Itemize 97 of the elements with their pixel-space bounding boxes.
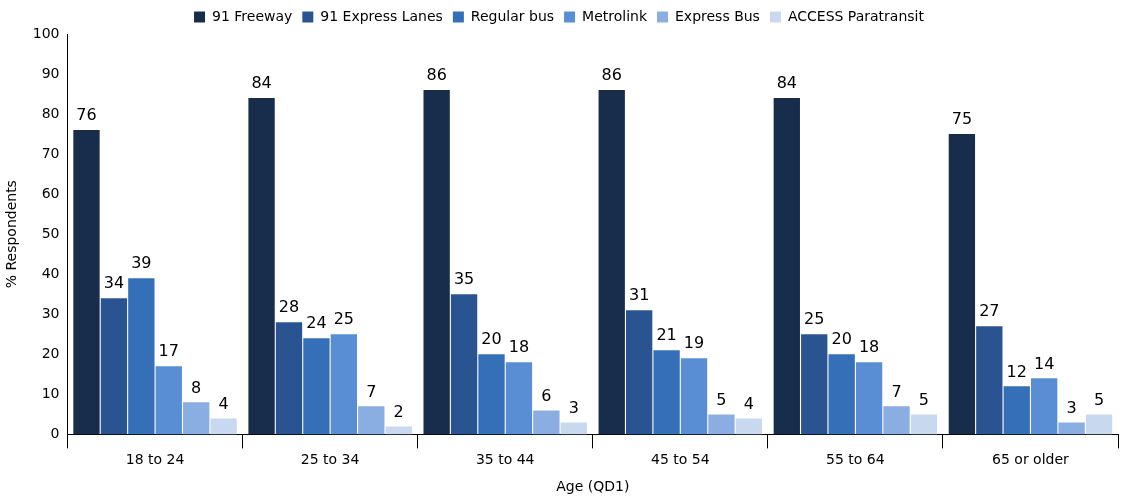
bar bbox=[1003, 386, 1030, 435]
x-tick-label: 65 or older bbox=[992, 451, 1070, 468]
data-label: 7 bbox=[891, 381, 902, 401]
y-tick-label: 30 bbox=[41, 304, 60, 321]
bar bbox=[155, 366, 182, 435]
bar bbox=[910, 414, 938, 435]
y-tick-label: 100 bbox=[32, 24, 60, 41]
data-label: 8 bbox=[191, 377, 202, 397]
data-label: 24 bbox=[306, 313, 327, 333]
data-label: 39 bbox=[131, 253, 152, 273]
x-tick-label: 25 to 34 bbox=[300, 451, 360, 468]
bar bbox=[653, 350, 680, 435]
bar bbox=[1085, 414, 1113, 435]
data-label: 18 bbox=[858, 337, 880, 357]
bar bbox=[976, 326, 1003, 435]
data-label: 6 bbox=[541, 385, 552, 405]
data-label: 12 bbox=[1006, 361, 1027, 381]
data-label: 84 bbox=[251, 73, 272, 93]
bar bbox=[248, 98, 275, 435]
bar bbox=[1058, 422, 1085, 435]
data-label: 25 bbox=[804, 309, 825, 329]
legend-label: 91 Express Lanes bbox=[320, 7, 443, 24]
data-label: 25 bbox=[333, 309, 355, 329]
data-label: 86 bbox=[601, 65, 622, 85]
bar bbox=[828, 354, 855, 435]
data-label: 4 bbox=[218, 393, 229, 413]
bar bbox=[735, 418, 763, 435]
data-label: 19 bbox=[683, 333, 705, 353]
y-tick-label: 70 bbox=[41, 144, 60, 161]
bar bbox=[73, 130, 100, 435]
data-label: 27 bbox=[979, 301, 1000, 321]
bar bbox=[801, 334, 828, 435]
legend-label: ACCESS Paratransit bbox=[787, 7, 925, 24]
y-tick-label: 90 bbox=[41, 64, 60, 81]
x-tick-label: 45 to 54 bbox=[651, 451, 710, 468]
y-tick-label: 80 bbox=[41, 104, 60, 121]
bar bbox=[680, 358, 708, 435]
bar bbox=[303, 338, 330, 435]
data-label: 5 bbox=[716, 389, 727, 409]
data-label: 20 bbox=[831, 329, 852, 349]
data-label: 20 bbox=[481, 329, 502, 349]
bar bbox=[128, 278, 155, 435]
bar bbox=[773, 98, 800, 435]
bar bbox=[330, 334, 358, 435]
y-axis-title: % Respondents bbox=[3, 180, 20, 289]
bar bbox=[100, 298, 128, 435]
y-tick-label: 10 bbox=[41, 385, 60, 401]
x-axis-title: Age (QD1) bbox=[556, 478, 630, 495]
x-tick-label: 55 to 64 bbox=[826, 451, 885, 468]
data-label: 3 bbox=[568, 397, 579, 417]
bar bbox=[855, 362, 883, 435]
data-label: 31 bbox=[628, 285, 650, 305]
data-label: 35 bbox=[453, 269, 475, 289]
legend-label: 91 Freeway bbox=[212, 7, 293, 24]
bar bbox=[505, 362, 533, 435]
y-tick-label: 50 bbox=[41, 224, 60, 241]
data-label: 76 bbox=[76, 105, 97, 125]
data-label: 5 bbox=[1093, 389, 1105, 409]
data-label: 28 bbox=[278, 297, 300, 317]
legend-label: Metrolink bbox=[582, 7, 648, 24]
bar bbox=[708, 414, 735, 435]
y-tick-label: 20 bbox=[41, 344, 60, 361]
data-label: 21 bbox=[656, 325, 677, 345]
bar bbox=[385, 426, 412, 435]
bar bbox=[450, 294, 478, 435]
bar bbox=[1031, 378, 1058, 435]
x-tick-label: 18 to 24 bbox=[125, 451, 185, 468]
data-label: 2 bbox=[393, 401, 404, 421]
legend-label: Express Bus bbox=[675, 7, 760, 24]
data-label: 17 bbox=[158, 341, 179, 361]
bar bbox=[183, 402, 210, 435]
bar bbox=[560, 422, 587, 435]
y-tick-label: 40 bbox=[41, 264, 60, 281]
bar bbox=[478, 354, 505, 435]
data-label: 75 bbox=[951, 109, 973, 129]
bar bbox=[948, 134, 976, 435]
bar bbox=[210, 418, 237, 435]
bar bbox=[358, 406, 385, 435]
data-label: 18 bbox=[508, 337, 530, 357]
bar bbox=[423, 90, 450, 435]
data-label: 86 bbox=[426, 65, 447, 85]
data-label: 3 bbox=[1066, 397, 1077, 417]
bar bbox=[598, 90, 625, 435]
legend-label: Regular bus bbox=[470, 7, 555, 24]
x-tick-label: 35 to 44 bbox=[475, 451, 535, 468]
y-tick-label: 0 bbox=[50, 425, 60, 442]
data-label: 34 bbox=[103, 273, 125, 293]
data-label: 4 bbox=[743, 393, 754, 413]
bar bbox=[883, 406, 910, 435]
data-label: 7 bbox=[366, 381, 377, 401]
data-label: 5 bbox=[918, 389, 930, 409]
y-tick-label: 60 bbox=[41, 184, 60, 201]
bar bbox=[275, 322, 303, 435]
bar bbox=[625, 310, 653, 435]
bar bbox=[533, 410, 560, 435]
data-label: 84 bbox=[776, 73, 797, 93]
data-label: 14 bbox=[1033, 353, 1055, 373]
